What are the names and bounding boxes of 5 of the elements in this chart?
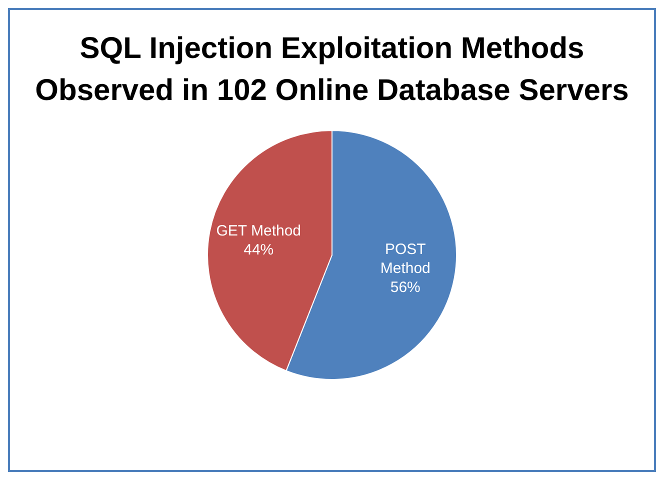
chart-title: SQL Injection Exploitation Methods Observed in 102 Online Database Servers [34,31,630,109]
slice-label: POST Method [380,241,430,278]
data-label: 56% [390,279,420,296]
slice-label: GET Method [216,222,302,240]
data-label: 44% [244,242,274,259]
